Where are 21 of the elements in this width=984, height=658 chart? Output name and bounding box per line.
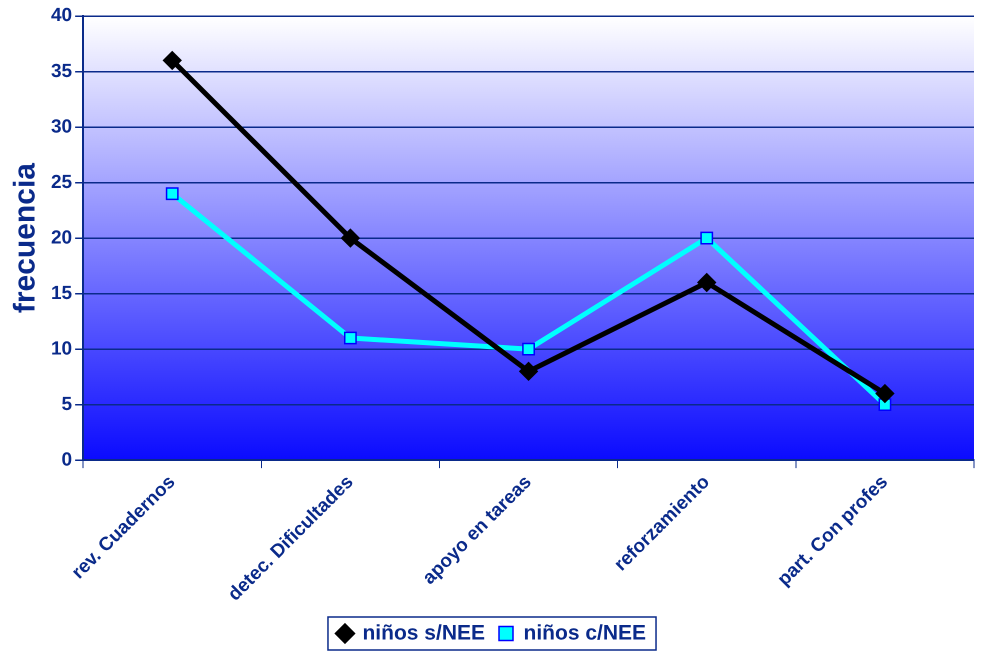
point [340,228,360,248]
point [344,332,357,344]
y-tick-label: 15 [50,282,73,304]
point [875,384,894,404]
point [697,273,716,292]
y-tick-label: 30 [50,116,72,138]
legend-label: niños c/NEE [524,621,646,644]
y-tick-label: 20 [50,227,72,248]
y-tick-label: 35 [50,60,73,82]
point [166,187,179,200]
legend-label: niños s/NEE [362,621,486,644]
point [519,362,538,381]
point [700,232,714,244]
y-tick-label: 40 [50,5,72,26]
y-tick-label: 5 [62,394,73,415]
y-tick-label: 0 [62,449,72,470]
point [162,50,182,70]
y-tick-label: 10 [50,338,72,360]
point [522,342,535,356]
y-axis-title: frecuencia [8,162,42,314]
y-tick-label: 25 [50,172,73,193]
